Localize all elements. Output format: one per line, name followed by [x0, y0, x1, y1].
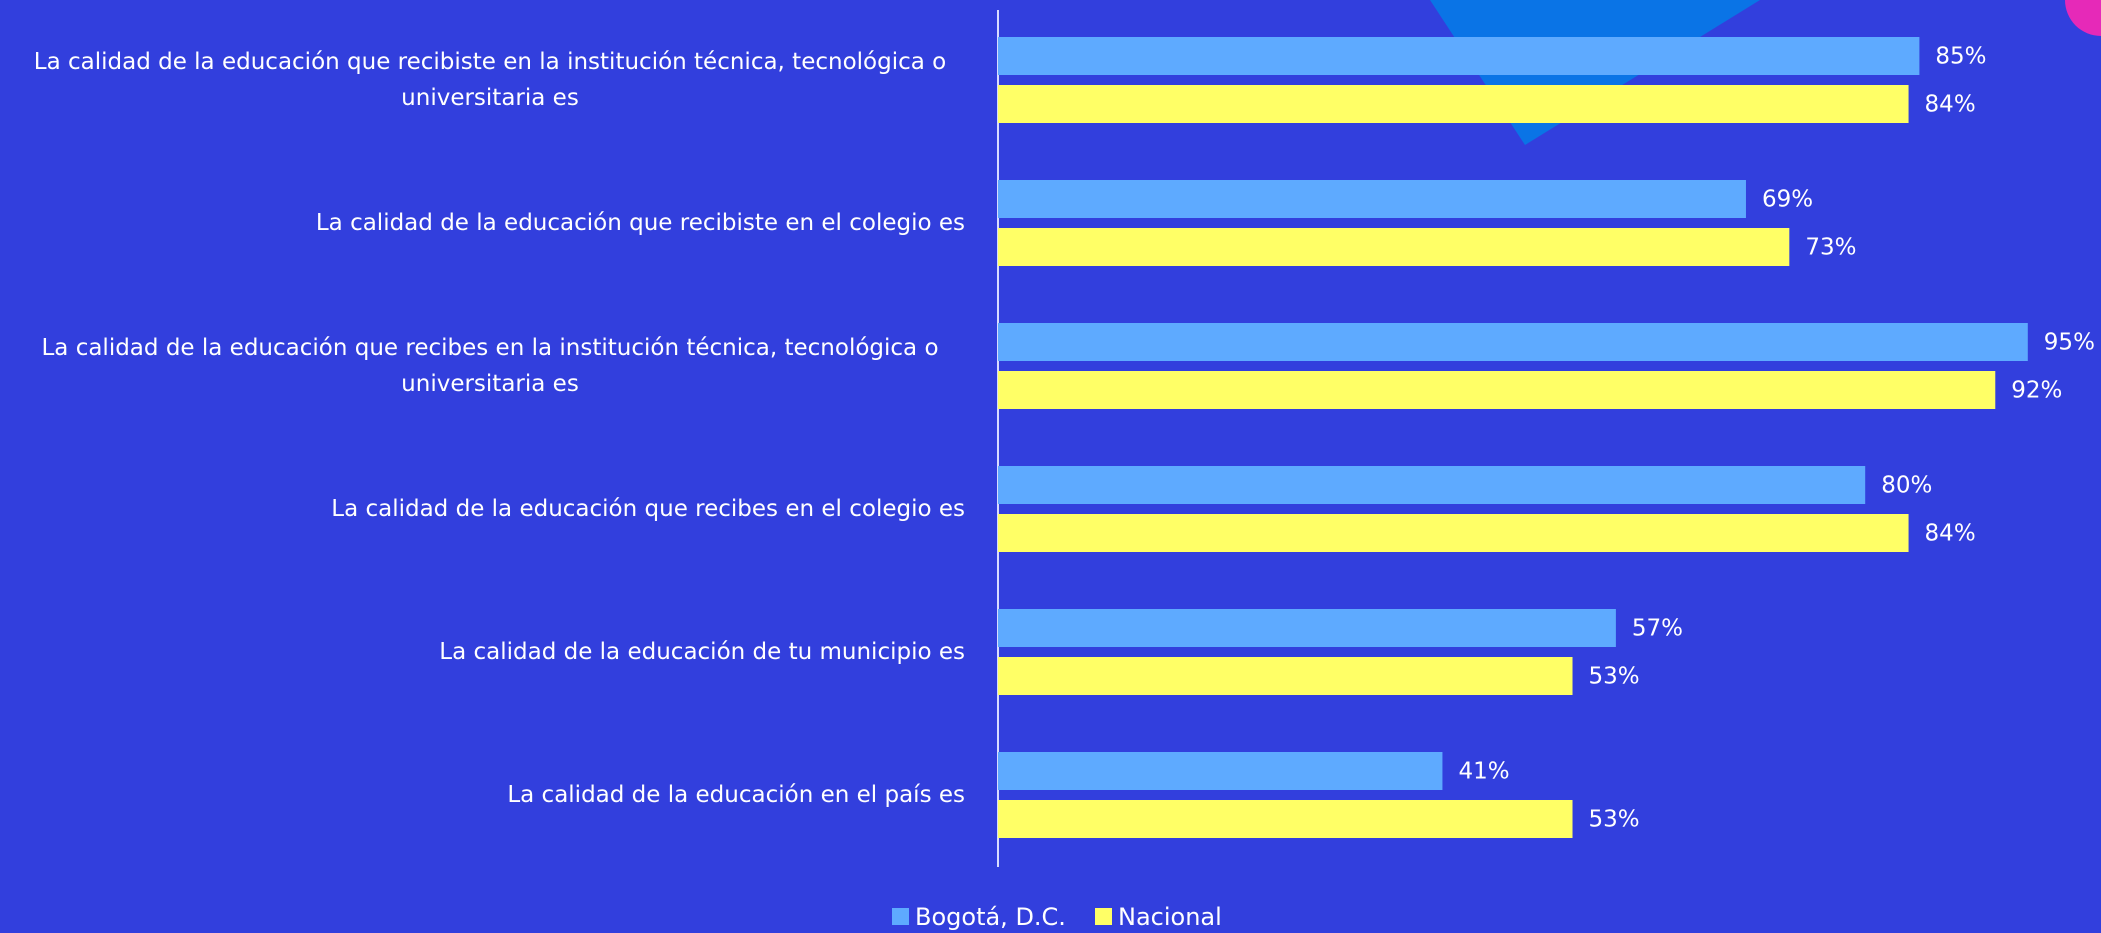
bar	[998, 514, 1909, 552]
legend-label: Bogotá, D.C.	[915, 903, 1066, 931]
bar	[998, 752, 1443, 790]
bar	[998, 228, 1790, 266]
value-label: 69%	[1762, 187, 1813, 213]
bar	[998, 37, 1920, 75]
category-label: La calidad de la educación que recibiste…	[33, 49, 947, 111]
value-label: 53%	[1589, 807, 1640, 833]
value-label: 53%	[1589, 664, 1640, 690]
category-label: La calidad de la educación que recibiste…	[315, 210, 965, 236]
bar	[998, 85, 1909, 123]
value-label: 95%	[2044, 330, 2095, 356]
legend-label: Nacional	[1118, 903, 1222, 931]
bar	[998, 371, 1996, 409]
bar	[998, 609, 1616, 647]
value-label: 92%	[2011, 378, 2062, 404]
legend-swatch	[892, 908, 909, 925]
value-label: 84%	[1925, 521, 1976, 547]
value-label: 41%	[1458, 759, 1509, 785]
value-label: 84%	[1925, 92, 1976, 118]
legend-swatch	[1095, 908, 1112, 925]
value-label: 73%	[1805, 235, 1856, 261]
value-label: 85%	[1935, 44, 1986, 70]
bar	[998, 323, 2028, 361]
category-label: La calidad de la educación en el país es	[507, 782, 965, 808]
value-label: 80%	[1881, 473, 1932, 499]
bar	[998, 657, 1573, 695]
value-label: 57%	[1632, 616, 1683, 642]
bar	[998, 800, 1573, 838]
decor-circle	[2065, 0, 2101, 36]
category-label: La calidad de la educación de tu municip…	[439, 639, 965, 665]
category-label: La calidad de la educación que recibes e…	[331, 496, 965, 522]
bar	[998, 466, 1866, 504]
category-label: La calidad de la educación que recibes e…	[41, 335, 939, 397]
bar	[998, 180, 1746, 218]
